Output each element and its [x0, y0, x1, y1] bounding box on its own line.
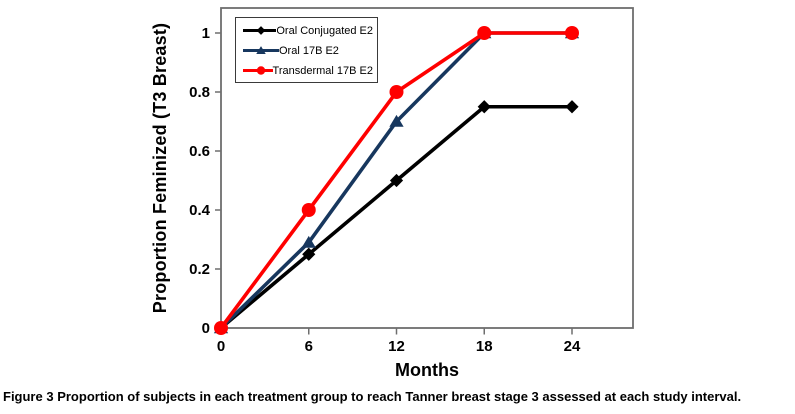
figure-caption-label: Figure 3	[3, 389, 54, 404]
y-tick-label: 1	[202, 25, 210, 42]
circle-marker-icon	[565, 26, 579, 40]
circle-marker-icon	[389, 85, 404, 99]
legend-key-sample	[243, 46, 279, 55]
figure-caption-text: Proportion of subjects in each treatment…	[57, 389, 742, 404]
y-axis-label: Proportion Feminized (T3 Breast)	[150, 22, 170, 314]
legend-item-label: Transdermal 17B E2	[272, 64, 373, 77]
diamond-marker-icon	[477, 100, 491, 114]
x-tick-label: 6	[305, 338, 313, 355]
y-tick-label: 0	[202, 320, 210, 337]
circle-marker-icon	[256, 66, 266, 75]
triangle-marker-icon	[389, 114, 404, 127]
legend-item: Oral Conjugated E2	[243, 24, 373, 37]
x-axis-label: Months	[395, 360, 459, 380]
x-tick-label: 0	[217, 338, 225, 355]
diamond-marker-icon	[565, 100, 579, 114]
legend-item-label: Oral Conjugated E2	[276, 24, 373, 37]
legend-key-sample	[243, 66, 273, 75]
legend: Oral Conjugated E2 Oral 17B E2 Transdermal…	[235, 17, 378, 83]
y-tick-label: 0.4	[189, 202, 211, 219]
chart-svg: 0 0.2 0.4 0.6 0.8 1 0 6 12 18 24	[189, 7, 634, 355]
x-tick-label: 18	[476, 338, 493, 355]
circle-marker-icon	[214, 321, 228, 335]
y-tick-label: 0.2	[189, 261, 210, 278]
circle-marker-icon	[477, 26, 492, 40]
figure-caption: Figure 3 Proportion of subjects in each …	[3, 389, 793, 404]
diamond-marker-icon	[389, 173, 404, 188]
diamond-marker-icon	[256, 26, 266, 35]
legend-key-sample	[243, 26, 277, 35]
y-tick-label: 0.6	[189, 143, 210, 160]
circle-marker-icon	[301, 203, 316, 217]
x-tick-label: 24	[564, 338, 581, 355]
legend-item: Oral 17B E2	[243, 44, 373, 57]
triangle-marker-icon	[256, 46, 266, 55]
legend-item-label: Oral 17B E2	[279, 44, 339, 57]
x-tick-label: 12	[388, 338, 405, 355]
y-tick-label: 0.8	[189, 84, 210, 101]
legend-item: Transdermal 17B E2	[243, 64, 373, 77]
diamond-marker-icon	[302, 247, 316, 261]
triangle-marker-icon	[301, 235, 316, 248]
